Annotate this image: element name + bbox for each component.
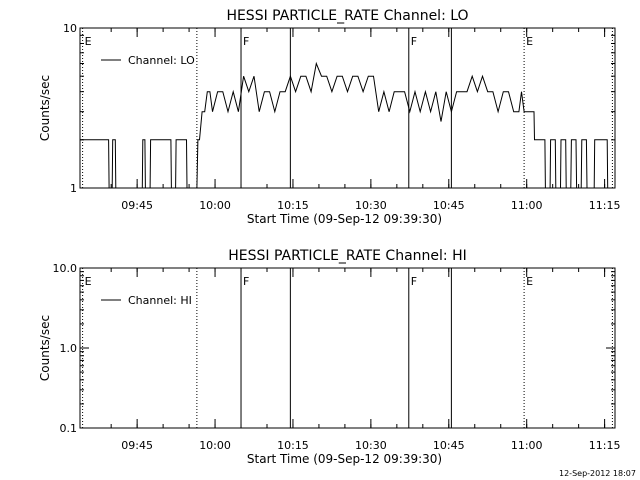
marker-label: E xyxy=(526,35,533,48)
x-tick-label: 11:15 xyxy=(589,439,621,452)
x-tick-label: 10:15 xyxy=(277,439,309,452)
y-tick-label: 10 xyxy=(63,22,77,35)
hi-channel-panel: HESSI PARTICLE_RATE Channel: HI 0.1 1.0 10.… xyxy=(38,248,620,466)
x-tick-label: 10:15 xyxy=(277,199,309,212)
y-axis-label: Counts/sec xyxy=(38,315,52,381)
marker-label: E xyxy=(85,35,92,48)
y-tick-label: 10.0 xyxy=(53,262,78,275)
legend-label: Channel: HI xyxy=(128,294,192,307)
marker-label: E xyxy=(526,275,533,288)
x-tick-label: 10:00 xyxy=(199,439,231,452)
x-tick-label: 09:45 xyxy=(121,199,153,212)
x-tick-label: 10:00 xyxy=(199,199,231,212)
marker-label: F xyxy=(411,275,417,288)
marker-label: F xyxy=(411,35,417,48)
marker-label: F xyxy=(243,275,249,288)
marker-label: F xyxy=(243,35,249,48)
x-tick-label: 09:45 xyxy=(121,439,153,452)
x-tick-label: 11:00 xyxy=(511,199,543,212)
chart-title: HESSI PARTICLE_RATE Channel: HI xyxy=(228,248,466,264)
x-tick-label: 10:45 xyxy=(433,439,465,452)
x-tick-label: 11:00 xyxy=(511,439,543,452)
x-axis-label: Start Time (09-Sep-12 09:39:30) xyxy=(247,452,442,466)
y-tick-label: 0.1 xyxy=(60,422,78,435)
lo-channel-panel: HESSI PARTICLE_RATE Channel: LO 1 10 09:45 1… xyxy=(38,8,620,226)
chart-title: HESSI PARTICLE_RATE Channel: LO xyxy=(226,8,468,24)
legend-label: Channel: LO xyxy=(128,54,195,67)
x-axis-label: Start Time (09-Sep-12 09:39:30) xyxy=(247,212,442,226)
marker-label: E xyxy=(85,275,92,288)
y-tick-label: 1 xyxy=(70,182,77,195)
y-axis-label: Counts/sec xyxy=(38,75,52,141)
y-tick-label: 1.0 xyxy=(60,342,78,355)
footer-timestamp: 12-Sep-2012 18:07 xyxy=(559,469,636,478)
x-tick-label: 10:30 xyxy=(355,199,387,212)
plot-frame xyxy=(79,27,616,189)
series-line-channel-lo xyxy=(80,61,613,189)
x-tick-label: 10:45 xyxy=(433,199,465,212)
x-tick-label: 11:15 xyxy=(589,199,621,212)
plot-frame xyxy=(79,267,616,429)
x-tick-label: 10:30 xyxy=(355,439,387,452)
